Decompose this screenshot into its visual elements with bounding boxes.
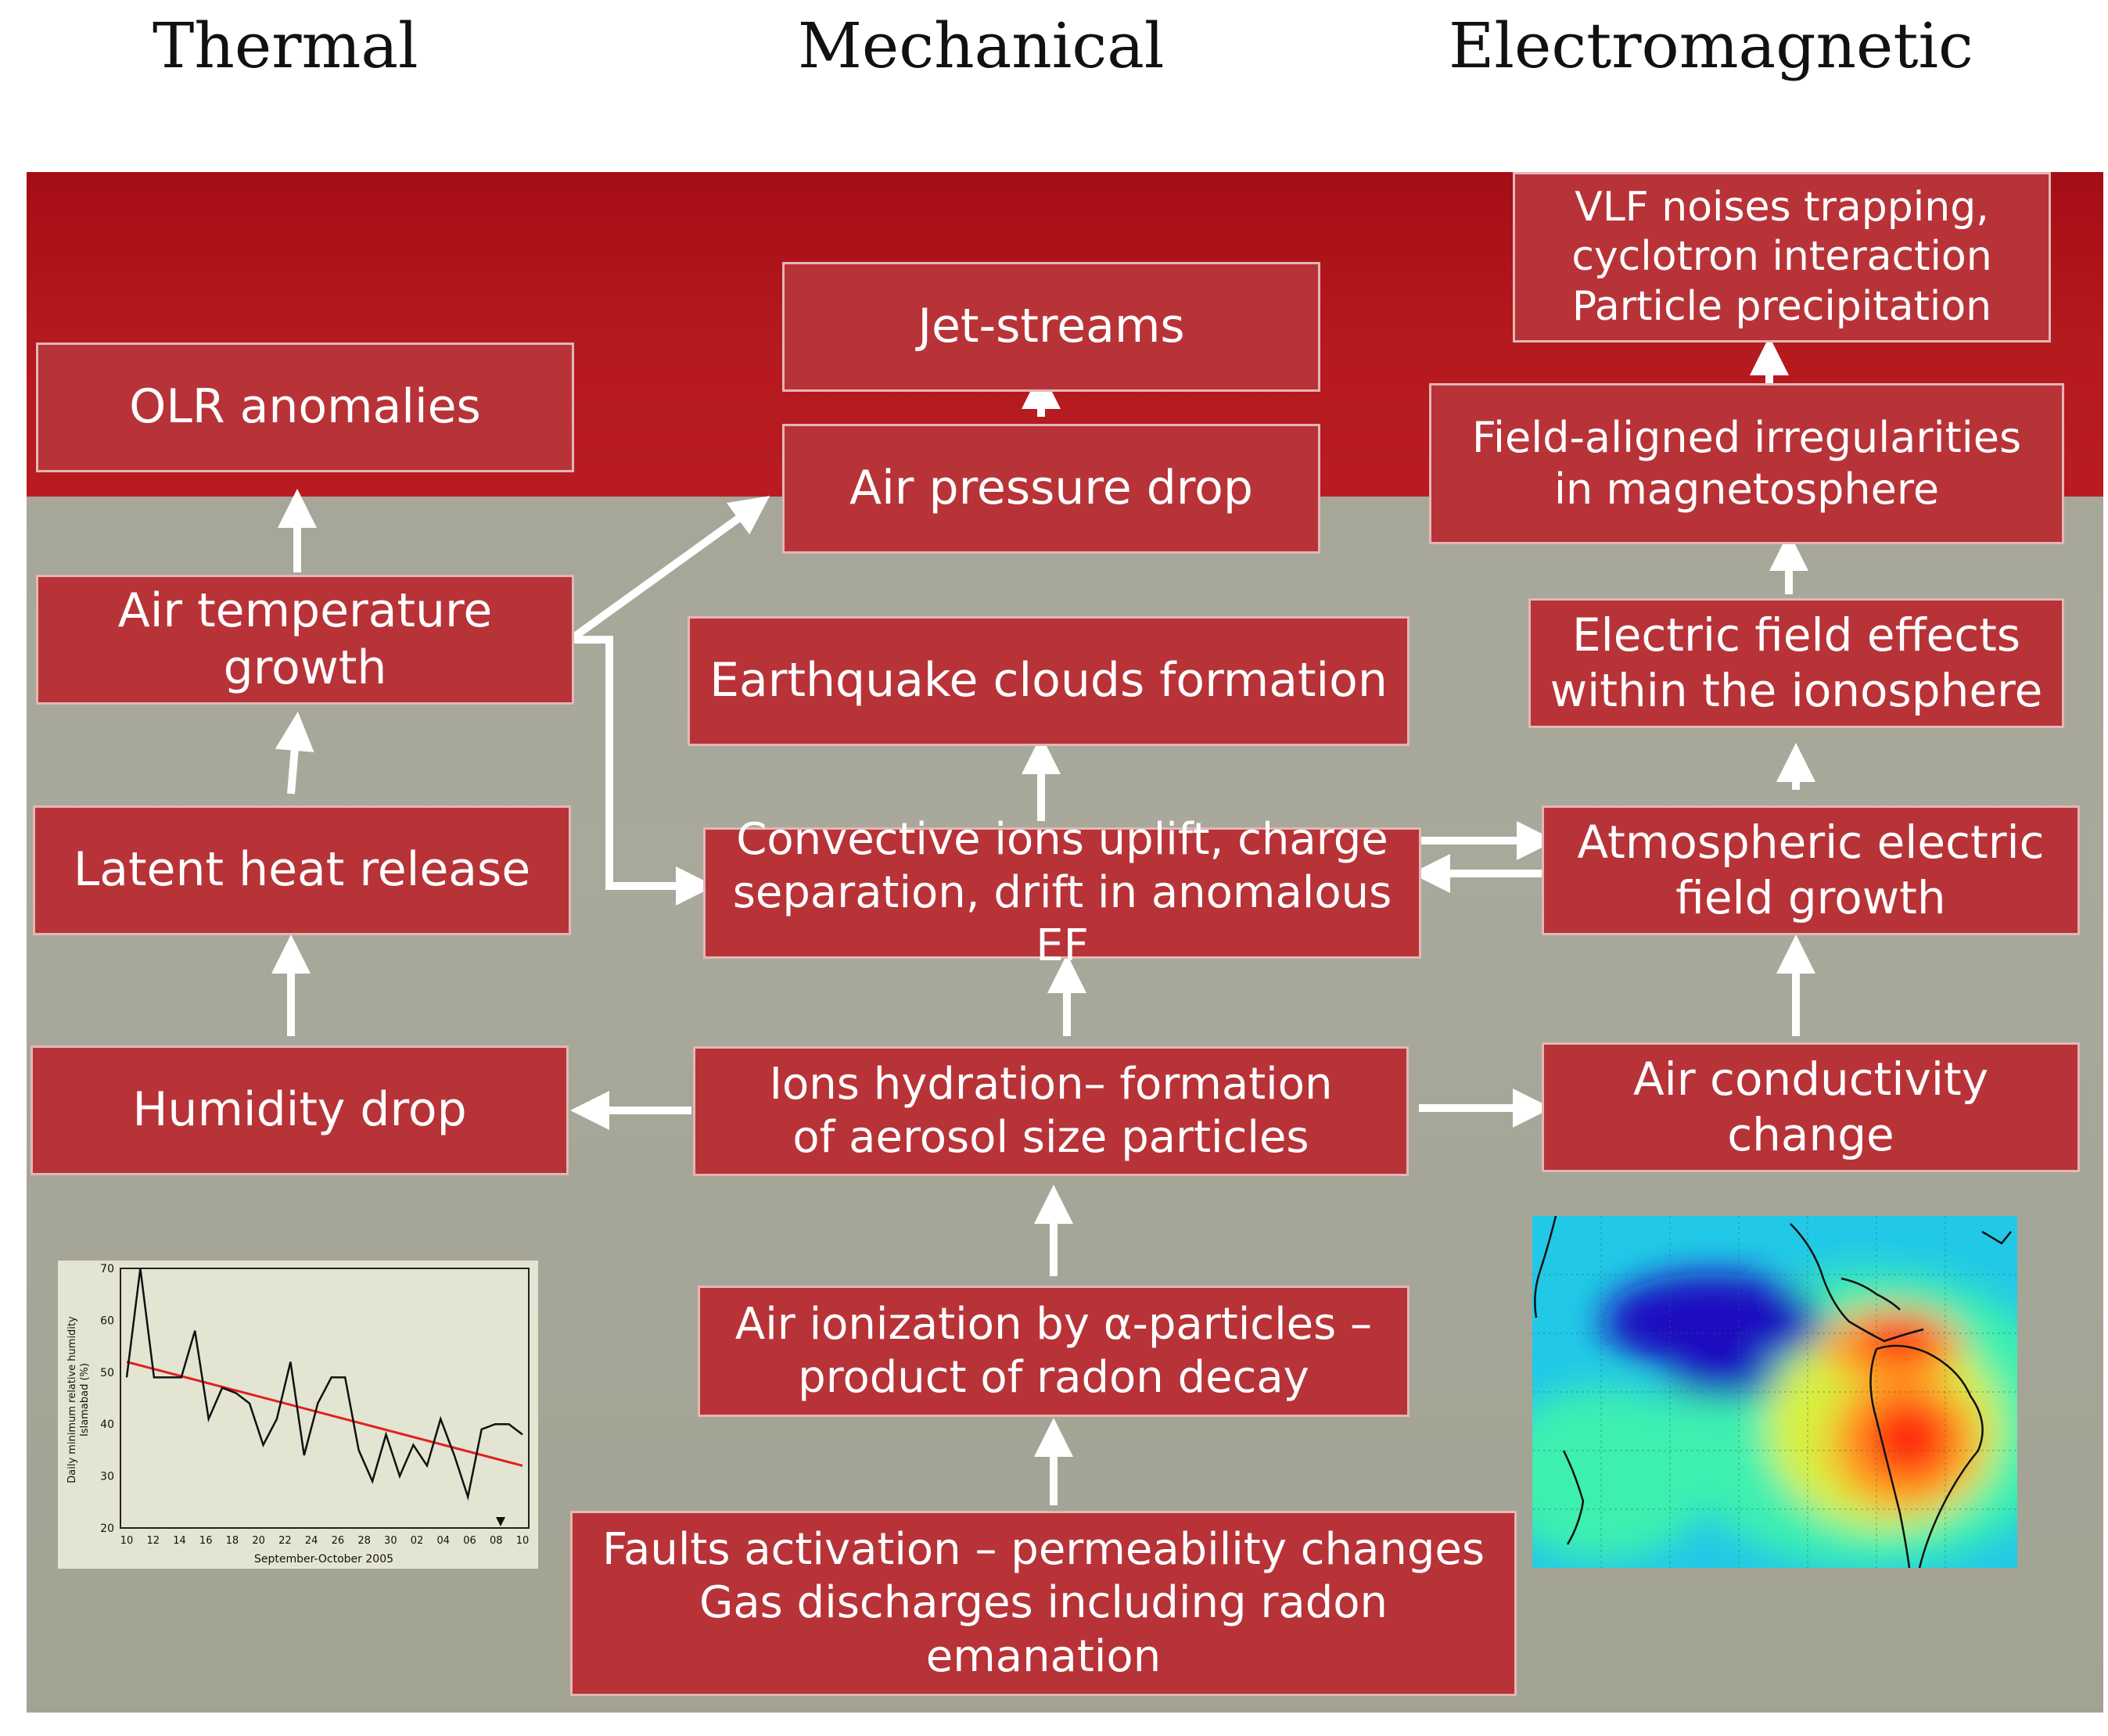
node-convective-ions: Convective ions uplift, charge separatio… bbox=[703, 814, 1421, 971]
humidity-chart-x-tick: 08 bbox=[490, 1535, 503, 1547]
humidity-chart-plot-area bbox=[120, 1268, 530, 1529]
humidity-chart-y-tick: 20 bbox=[100, 1523, 114, 1535]
node-air-ionization: Air ionization by α-particles – product … bbox=[698, 1286, 1410, 1417]
node-latent-heat-release: Latent heat release bbox=[33, 805, 571, 935]
header-electromagnetic: Electromagnetic bbox=[1449, 9, 1973, 82]
node-humidity-drop: Humidity drop bbox=[31, 1046, 569, 1175]
humidity-chart-x-tick: 22 bbox=[278, 1535, 292, 1547]
map-green-region-left bbox=[1532, 1388, 1712, 1560]
node-jet-streams: Jet-streams bbox=[782, 262, 1320, 392]
header-mechanical: Mechanical bbox=[798, 9, 1165, 82]
event-marker-triangle bbox=[496, 1517, 505, 1526]
humidity-chart-x-tick: 20 bbox=[252, 1535, 265, 1547]
humidity-chart-y-tick: 70 bbox=[100, 1263, 114, 1275]
humidity-chart-y-tick: 30 bbox=[100, 1471, 114, 1483]
map-blue-anomaly bbox=[1603, 1273, 1822, 1370]
humidity-chart-y-tick: 60 bbox=[100, 1315, 114, 1327]
humidity-chart-x-tick: 02 bbox=[411, 1535, 424, 1547]
humidity-chart-x-tick: 18 bbox=[226, 1535, 239, 1547]
node-electric-field-ionosphere: Electric field effects within the ionosp… bbox=[1528, 598, 2064, 728]
humidity-chart-x-tick: 10 bbox=[120, 1535, 134, 1547]
humidity-chart-y-tick: 40 bbox=[100, 1419, 114, 1431]
humidity-chart-x-tick: 26 bbox=[332, 1535, 345, 1547]
humidity-trend-line bbox=[126, 1361, 523, 1467]
humidity-chart-y-tick: 50 bbox=[100, 1367, 114, 1379]
humidity-chart: Daily minimum relative humidity Islamabad… bbox=[58, 1261, 538, 1569]
humidity-chart-ylabel: Daily minimum relative humidity Islamabad… bbox=[66, 1316, 91, 1483]
node-faults-activation: Faults activation – permeability changes… bbox=[570, 1511, 1517, 1696]
node-air-temperature-growth: Air temperature growth bbox=[36, 575, 574, 705]
arrow-layer bbox=[271, 336, 1815, 1505]
humidity-chart-x-tick: 10 bbox=[516, 1535, 530, 1547]
node-earthquake-clouds: Earthquake clouds formation bbox=[688, 616, 1410, 746]
node-olr-anomalies: OLR anomalies bbox=[36, 343, 574, 472]
humidity-chart-x-tick: 14 bbox=[173, 1535, 186, 1547]
arrow-air-temp-to-convective bbox=[570, 636, 715, 906]
humidity-chart-xlabel: September-October 2005 bbox=[254, 1553, 393, 1566]
humidity-chart-ylabel-line: Islamabad (%) bbox=[79, 1363, 91, 1437]
humidity-chart-x-tick: 12 bbox=[146, 1535, 160, 1547]
humidity-chart-x-tick: 04 bbox=[437, 1535, 451, 1547]
node-vlf-noises: VLF noises trapping, cyclotron interacti… bbox=[1513, 172, 2051, 343]
humidity-chart-ylabel-line: Daily minimum relative humidity bbox=[66, 1316, 78, 1483]
map-blue-anomaly-lower bbox=[1669, 1363, 1779, 1397]
humidity-series-line bbox=[125, 1268, 523, 1501]
node-air-pressure-drop: Air pressure drop bbox=[782, 424, 1320, 554]
arrow-air-temp-to-pressure bbox=[568, 496, 770, 644]
humidity-chart-x-tick: 16 bbox=[199, 1535, 213, 1547]
humidity-chart-x-tick: 28 bbox=[357, 1535, 371, 1547]
humidity-chart-x-tick: 06 bbox=[463, 1535, 476, 1547]
map-gridlines bbox=[1532, 1216, 2017, 1568]
humidity-chart-x-tick: 24 bbox=[305, 1535, 318, 1547]
map-red-region-north bbox=[1861, 1319, 1939, 1363]
node-ions-hydration: Ions hydration– formation of aerosol siz… bbox=[693, 1046, 1409, 1176]
anomaly-map bbox=[1532, 1216, 2017, 1568]
node-field-aligned-irregularities: Field-aligned irregularities in magnetos… bbox=[1429, 383, 2064, 544]
node-air-conductivity-change: Air conductivity change bbox=[1542, 1042, 2080, 1172]
humidity-chart-x-tick: 30 bbox=[384, 1535, 397, 1547]
header-thermal: Thermal bbox=[153, 9, 418, 82]
arrow-latent-to-air-temp bbox=[275, 712, 314, 794]
map-coastlines bbox=[1534, 1216, 2012, 1568]
node-atmospheric-electric-field: Atmospheric electric field growth bbox=[1542, 805, 2080, 935]
map-red-region-south bbox=[1865, 1400, 1951, 1478]
diagram-panel: OLR anomalies Air temperature growth Lat… bbox=[27, 172, 2103, 1713]
